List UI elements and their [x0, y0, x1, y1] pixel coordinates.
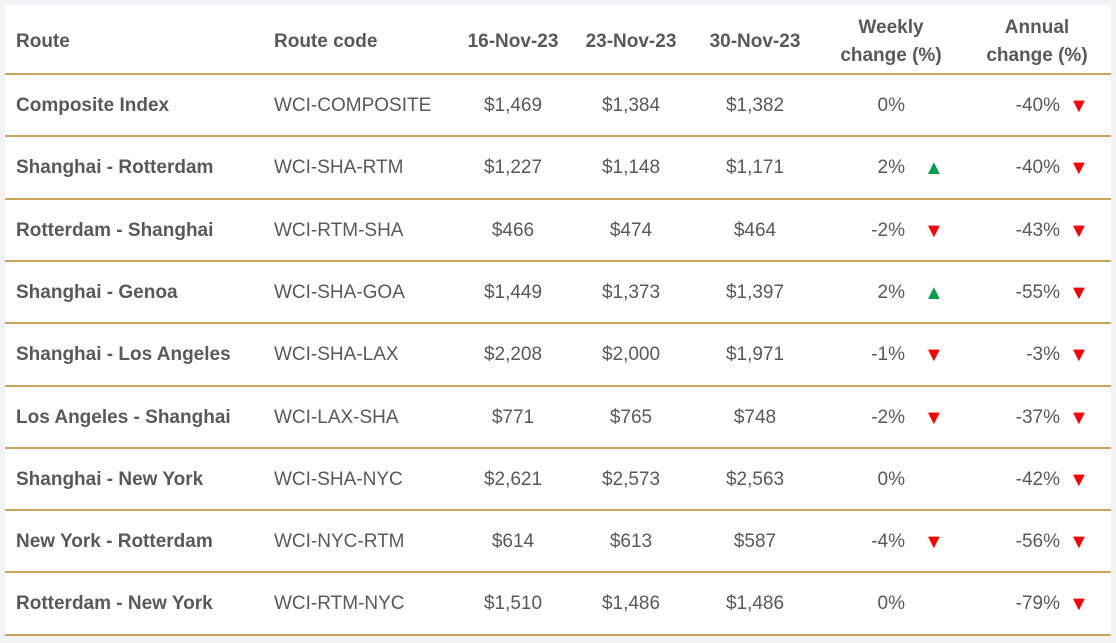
route-name: Shanghai - Genoa — [16, 281, 178, 303]
route-code: WCI-SHA-LAX — [274, 344, 399, 366]
annual-change: -40% — [1015, 95, 1060, 116]
weekly-change: 0% — [877, 593, 905, 615]
trend-arrow: ▼ — [1069, 157, 1089, 180]
rate: $771 — [491, 406, 535, 428]
header-cell: Route — [16, 31, 70, 52]
route-code: WCI-RTM-NYC — [274, 593, 405, 615]
trend-arrow: ▼ — [1069, 531, 1089, 554]
rate: $466 — [491, 219, 535, 241]
header-cell: Route code — [274, 31, 378, 52]
header-cell: 23-Nov-23 — [585, 31, 677, 52]
rate: $1,449 — [483, 281, 543, 303]
annual-change: -56% — [1015, 531, 1060, 553]
route-code: WCI-COMPOSITE — [274, 95, 432, 116]
rate: $1,384 — [601, 95, 661, 116]
trend-arrow: ▼ — [1069, 95, 1089, 117]
rate: $1,486 — [601, 593, 661, 615]
rate: $587 — [733, 531, 777, 553]
trend-arrow: ▼ — [1069, 281, 1089, 304]
annual-change: -55% — [1015, 281, 1060, 303]
row-rule — [5, 197, 1111, 200]
route-name: Composite Index — [16, 95, 170, 116]
route-name: Shanghai - Rotterdam — [16, 157, 214, 179]
rate: $1,227 — [483, 157, 543, 179]
annual-change: -37% — [1015, 406, 1060, 428]
route-code: WCI-RTM-SHA — [274, 219, 404, 241]
route-name: Shanghai - New York — [16, 468, 204, 490]
trend-arrow: ▼ — [1069, 344, 1089, 367]
trend-arrow: ▼ — [924, 344, 944, 367]
trend-arrow: ▼ — [1069, 593, 1089, 616]
weekly-change: -2% — [871, 219, 905, 241]
header-rule — [5, 73, 1111, 75]
rate: $613 — [609, 531, 653, 553]
rate: $1,373 — [601, 281, 661, 303]
header-cell: 16-Nov-23 — [467, 31, 559, 52]
trend-arrow: ▲ — [924, 281, 944, 304]
route-code: WCI-SHA-GOA — [274, 281, 405, 303]
route-code: WCI-NYC-RTM — [274, 531, 405, 553]
trend-arrow: ▼ — [1069, 219, 1089, 242]
row-rule — [5, 322, 1111, 325]
rate: $2,563 — [725, 468, 785, 490]
trend-arrow: ▼ — [1069, 406, 1089, 429]
route-name: Shanghai - Los Angeles — [16, 344, 231, 366]
trend-arrow: ▼ — [924, 219, 944, 242]
rate: $2,621 — [483, 468, 543, 490]
rate: $2,573 — [601, 468, 661, 490]
rate: $1,397 — [725, 281, 785, 303]
table: Route Route code 16-Nov-23 23-Nov-23 30-Nov-… — [5, 5, 1111, 636]
rate: $1,469 — [483, 95, 543, 116]
rate: $1,382 — [725, 95, 785, 116]
rate: $1,510 — [483, 593, 543, 615]
header-cell: Annual change (%) — [986, 17, 1088, 66]
trend-arrow: ▼ — [1069, 468, 1089, 491]
weekly-change: -1% — [871, 344, 905, 366]
row-rule — [5, 509, 1111, 512]
header-cell: 30-Nov-23 — [709, 31, 801, 52]
route-code: WCI-SHA-NYC — [274, 468, 403, 490]
annual-change: -3% — [1026, 344, 1060, 366]
weekly-change: 2% — [877, 157, 905, 179]
annual-change: -43% — [1015, 219, 1060, 241]
route-code: WCI-LAX-SHA — [274, 406, 399, 428]
rate: $474 — [609, 219, 653, 241]
weekly-change: -2% — [871, 406, 905, 428]
route-name: Rotterdam - New York — [16, 593, 213, 615]
rate: $614 — [491, 531, 535, 553]
rate: $1,148 — [601, 157, 661, 179]
rate: $1,971 — [725, 344, 785, 366]
rate: $765 — [609, 406, 653, 428]
rate: $464 — [733, 219, 777, 241]
rate: $1,486 — [725, 593, 785, 615]
row-rule — [5, 633, 1111, 636]
rate: $2,000 — [601, 344, 661, 366]
trend-arrow: ▲ — [924, 157, 944, 180]
trend-arrow: ▼ — [924, 406, 944, 429]
weekly-change: 0% — [877, 95, 905, 116]
rate: $1,171 — [725, 157, 785, 179]
annual-change: -40% — [1015, 157, 1060, 179]
header-cell: Weekly change (%) — [840, 17, 942, 66]
row-rule — [5, 135, 1111, 138]
annual-change: -42% — [1015, 468, 1060, 490]
row-rule — [5, 384, 1111, 387]
route-name: Los Angeles - Shanghai — [16, 406, 231, 428]
weekly-change: 0% — [877, 468, 905, 490]
route-code: WCI-SHA-RTM — [274, 157, 404, 179]
trend-arrow: ▼ — [924, 531, 944, 554]
annual-change: -79% — [1015, 593, 1060, 615]
route-name: New York - Rotterdam — [16, 531, 213, 553]
row-rule — [5, 259, 1111, 262]
rate: $2,208 — [483, 344, 543, 366]
weekly-change: 2% — [877, 281, 905, 303]
route-name: Rotterdam - Shanghai — [16, 219, 214, 241]
row-rule — [5, 571, 1111, 574]
weekly-change: -4% — [871, 531, 905, 553]
rate: $748 — [733, 406, 777, 428]
row-rule — [5, 446, 1111, 449]
